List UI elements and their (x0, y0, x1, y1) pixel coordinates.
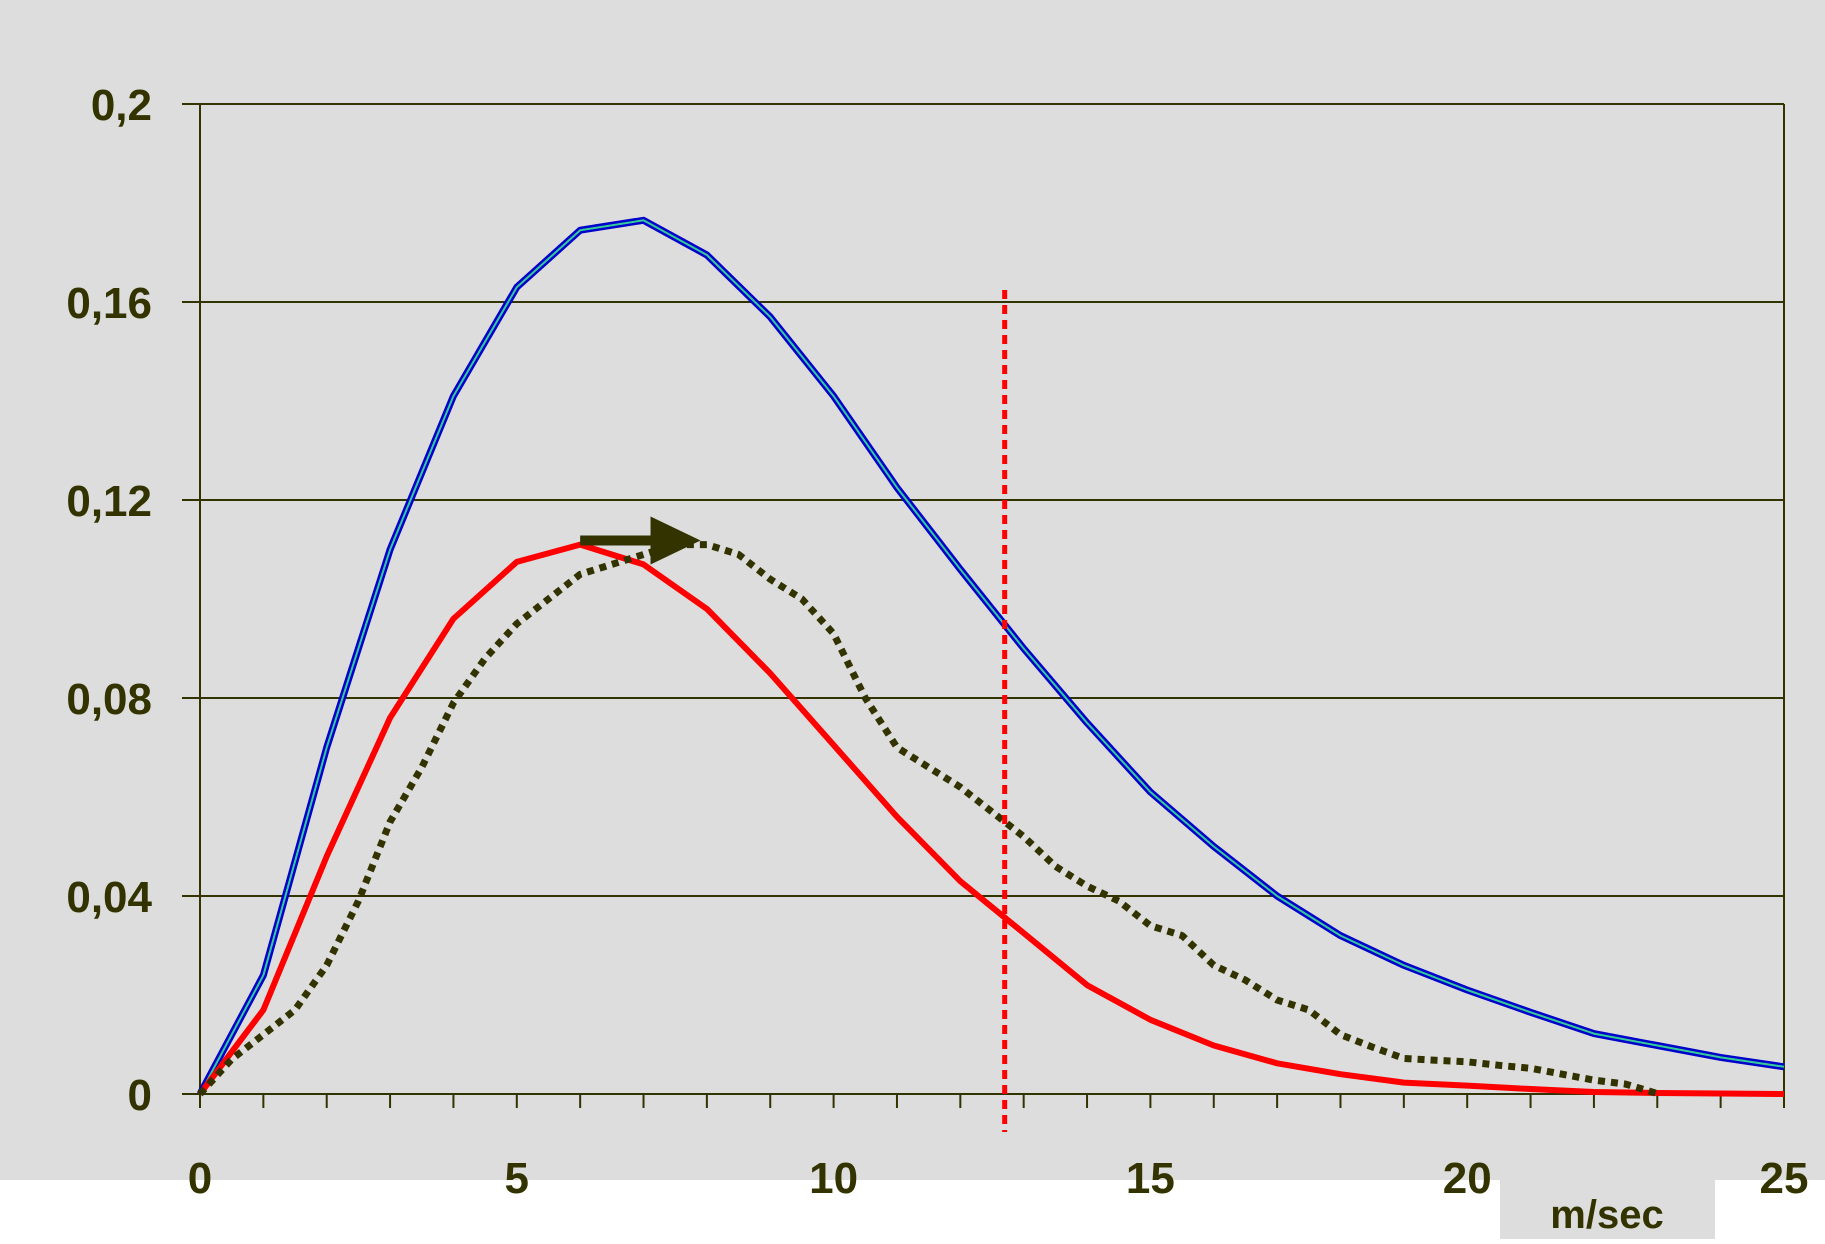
series-line-blue-accent (199, 219, 1785, 1095)
y-tick-label: 0,16 (66, 279, 152, 328)
y-tick-label: 0,04 (66, 873, 152, 922)
y-tick-label: 0 (128, 1071, 152, 1120)
unit-label-background (1500, 1180, 1715, 1239)
x-tick-label: 10 (809, 1154, 858, 1203)
annotation-layer (580, 290, 1008, 1132)
x-axis-title: m/sec (1550, 1193, 1663, 1237)
grid-layer (200, 103, 1784, 897)
chart-background (0, 0, 1825, 1180)
x-tick-label: 5 (505, 1154, 529, 1203)
y-tick-label: 0,2 (91, 81, 152, 130)
x-tick-label: 25 (1760, 1154, 1809, 1203)
label-layer: 0 0,04 0,08 0,12 0,16 0,2 0 5 10 15 20 25 (66, 81, 1808, 1203)
axis-layer (182, 103, 1785, 1108)
x-tick-label: 20 (1443, 1154, 1492, 1203)
shift-arrow-head (650, 516, 701, 565)
x-tick-label: 0 (188, 1154, 212, 1203)
series-layer (196, 216, 1785, 1097)
y-tick-label: 0,08 (66, 675, 152, 724)
y-tick-label: 0,12 (66, 477, 152, 526)
x-tick-label: 15 (1126, 1154, 1175, 1203)
series-line-red (197, 541, 1785, 1097)
